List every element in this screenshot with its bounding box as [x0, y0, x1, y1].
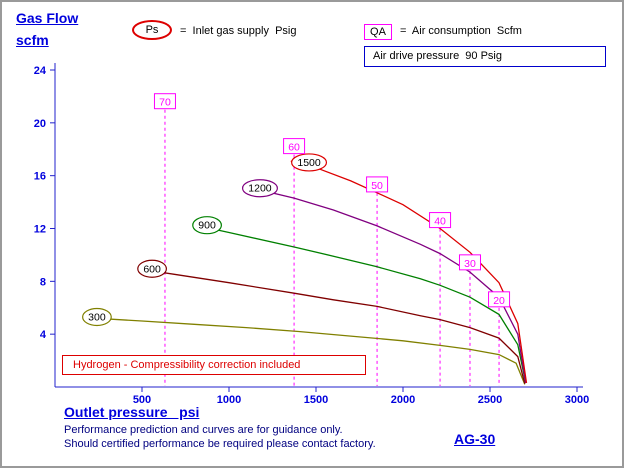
- curve-label-text-1200: 1200: [248, 183, 272, 195]
- y-tick-label: 8: [40, 276, 46, 288]
- curve-label-ellipse-900: [192, 216, 222, 235]
- ps-legend-text: = Inlet gas supply Psig: [180, 25, 297, 37]
- yaxis-title: Gas Flow: [16, 10, 79, 26]
- air-consumption-label-text-20: 20: [493, 295, 505, 307]
- qa-legend-text: = Air consumption Scfm: [400, 25, 522, 37]
- air-consumption-label-box-40: [429, 212, 452, 229]
- air-drive-pressure-box: Air drive pressure 90 Psig: [364, 46, 606, 67]
- ps-symbol-ellipse: Ps: [132, 20, 172, 40]
- curve-label-ellipse-300: [82, 307, 112, 327]
- qa-legend: QA: [364, 22, 392, 40]
- x-tick-label: 2500: [478, 394, 502, 406]
- air-consumption-label-box-50: [366, 176, 389, 193]
- guidance-note-line1: Performance prediction and curves are fo…: [64, 424, 343, 436]
- ps-legend: Ps: [132, 20, 172, 40]
- y-tick-label: 12: [34, 224, 46, 236]
- curve-label-text-300: 300: [88, 311, 106, 323]
- y-tick-label: 24: [34, 65, 47, 77]
- x-tick-label: 1000: [217, 394, 241, 406]
- air-consumption-label-text-70: 70: [159, 97, 171, 109]
- x-tick-label: 1500: [304, 394, 328, 406]
- curve-ps-1200: [249, 186, 527, 384]
- air-consumption-label-box-70: [153, 93, 176, 110]
- guidance-note-line2: Should certified performance be required…: [64, 438, 376, 450]
- curve-ps-600: [141, 268, 526, 384]
- y-tick-label: 4: [40, 329, 47, 341]
- air-consumption-label-text-60: 60: [288, 142, 300, 154]
- air-consumption-label-text-50: 50: [371, 180, 383, 192]
- air-consumption-label-box-60: [283, 138, 306, 155]
- air-consumption-label-text-40: 40: [434, 216, 446, 228]
- qa-symbol-box: QA: [364, 24, 392, 40]
- air-consumption-label-box-30: [458, 254, 481, 271]
- air-consumption-label-box-20: [488, 291, 511, 308]
- curve-label-ellipse-1200: [241, 179, 278, 198]
- curve-ps-900: [192, 223, 527, 384]
- air-consumption-label-text-30: 30: [464, 258, 476, 270]
- y-tick-label: 16: [34, 171, 46, 183]
- x-tick-label: 500: [133, 394, 151, 406]
- curve-label-ellipse-1500: [291, 153, 328, 172]
- x-tick-label: 3000: [565, 394, 589, 406]
- curve-label-text-900: 900: [198, 220, 216, 232]
- x-tick-label: 2000: [391, 394, 415, 406]
- curve-label-ellipse-600: [137, 259, 167, 278]
- y-tick-label: 20: [34, 118, 46, 130]
- curve-label-text-1500: 1500: [297, 157, 321, 169]
- curve-ps-300: [96, 317, 526, 385]
- yaxis-units: scfm: [16, 32, 49, 48]
- curve-ps-1500: [290, 160, 528, 384]
- model-label: AG-30: [454, 431, 496, 447]
- curve-label-text-600: 600: [143, 263, 161, 275]
- hydrogen-note-box: Hydrogen - Compressibility correction in…: [62, 355, 366, 375]
- xaxis-title: Outlet pressure psi: [64, 404, 200, 420]
